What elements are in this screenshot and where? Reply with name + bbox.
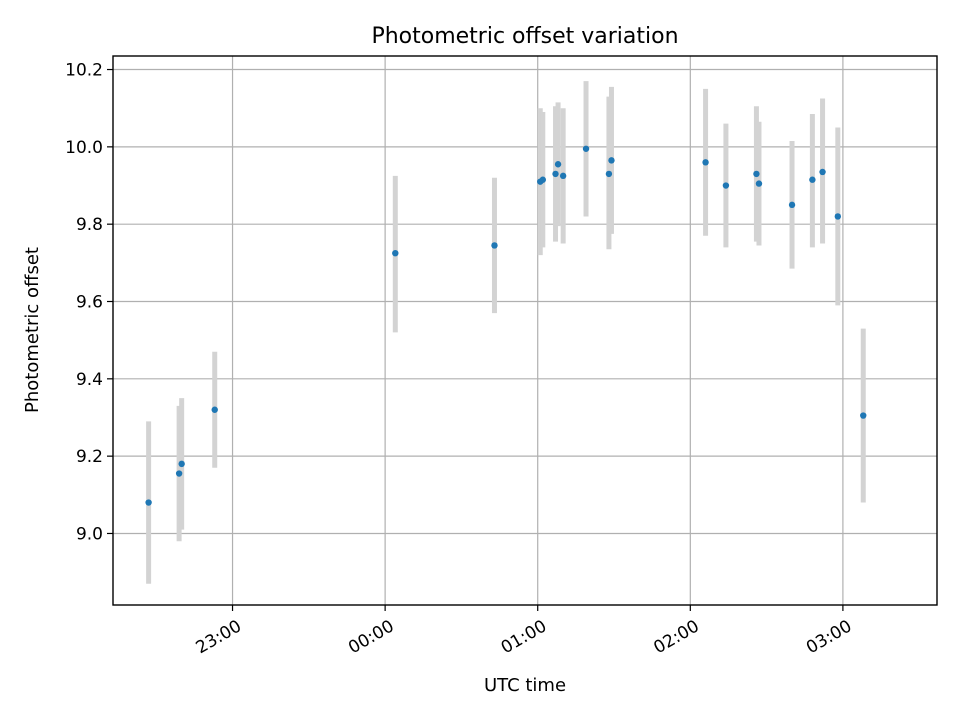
y-axis-ticks: 9.0 9.2 9.4 9.6 9.8 10.0 10.2 [65,61,113,544]
data-point [491,242,498,249]
data-points [145,145,867,506]
y-tick-label: 10.0 [65,138,103,158]
data-point [175,470,183,477]
x-tick-label: 23:00 [193,616,245,658]
data-point [178,460,185,468]
data-point [392,249,399,257]
data-point [145,499,152,506]
data-point [539,176,547,183]
data-point [722,182,730,189]
x-axis-ticks: 23:00 00:00 01:00 02:00 03:00 [193,605,855,658]
data-point [211,406,218,413]
data-point [605,170,613,178]
data-point [809,176,816,183]
y-tick-label: 9.0 [76,524,103,544]
y-tick-label: 10.2 [65,61,103,81]
y-axis-label: Photometric offset [22,247,43,413]
data-point [860,412,867,419]
x-tick-label: 00:00 [345,616,397,658]
grid [113,56,937,605]
data-point [559,172,567,180]
data-point [554,161,562,168]
y-tick-label: 9.6 [76,293,103,313]
data-point [755,180,763,187]
x-tick-label: 01:00 [498,616,550,658]
data-point [788,201,796,209]
y-tick-label: 9.8 [76,215,103,235]
data-point [753,170,760,178]
data-point [702,159,709,166]
data-point [582,145,590,152]
x-axis-label: UTC time [484,675,566,696]
y-tick-label: 9.4 [76,370,103,390]
data-point [552,170,559,178]
y-tick-label: 9.2 [76,447,103,467]
chart-title: Photometric offset variation [371,24,678,49]
x-tick-label: 02:00 [650,616,702,658]
data-point [819,168,826,176]
plot-frame [112,55,938,606]
data-point [608,157,615,164]
error-bars [146,81,866,584]
x-tick-label: 03:00 [803,616,855,658]
data-point [834,213,842,220]
